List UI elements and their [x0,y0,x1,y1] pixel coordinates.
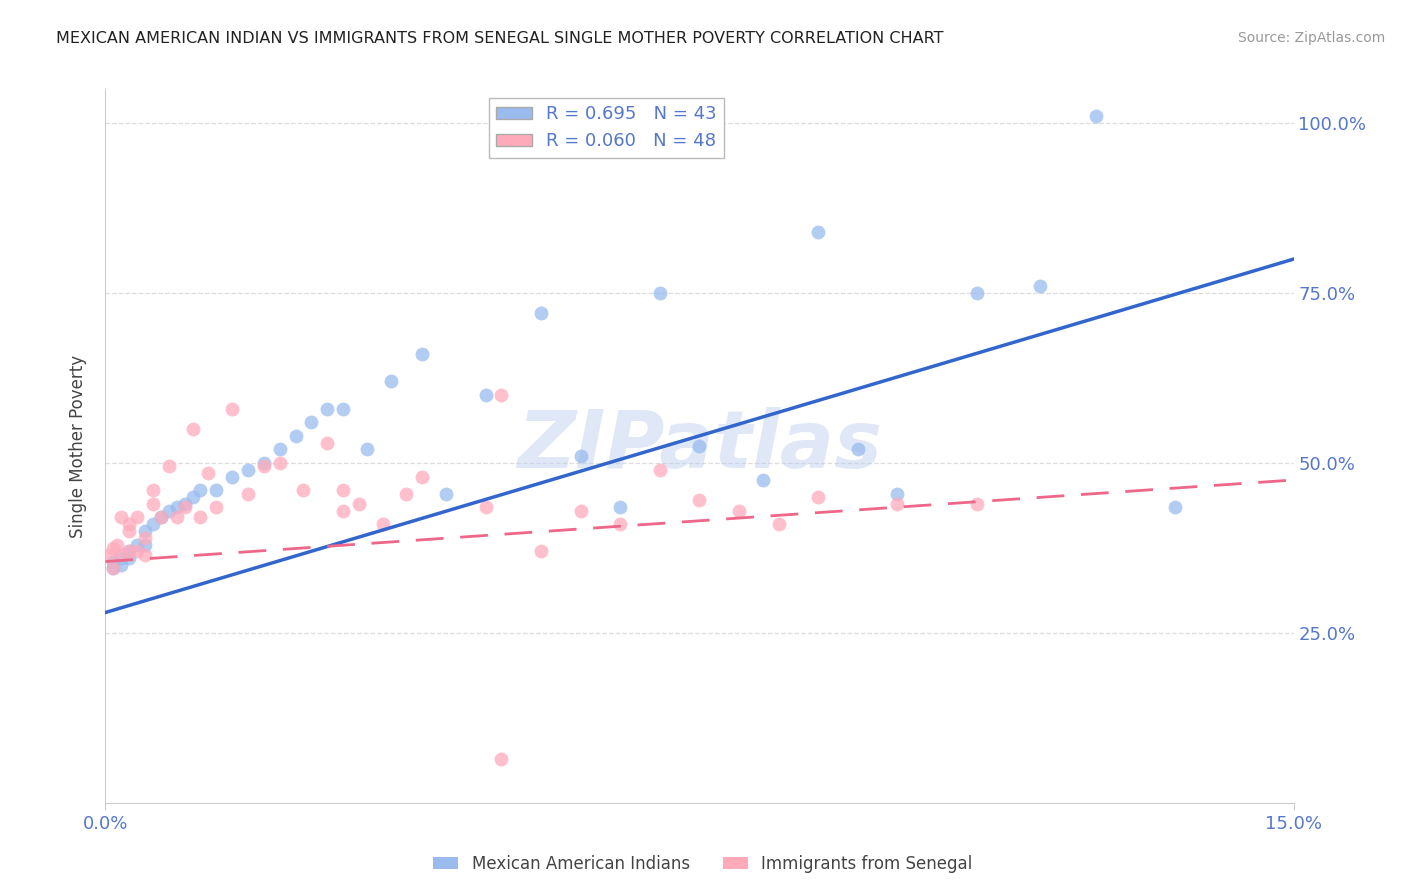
Point [190,510,212,524]
Point [190,483,212,498]
Point [110,551,132,566]
Point [221,401,243,416]
Point [316,435,339,450]
Point [103,541,125,555]
Point [491,751,513,765]
Text: Source: ZipAtlas.com: Source: ZipAtlas.com [1237,31,1385,45]
Point [332,483,354,498]
Point [530,306,553,320]
Point [768,517,790,532]
Text: MEXICAN AMERICAN INDIAN VS IMMIGRANTS FROM SENEGAL SINGLE MOTHER POVERTY CORRELA: MEXICAN AMERICAN INDIAN VS IMMIGRANTS FR… [56,31,943,46]
Point [253,459,276,474]
Point [356,442,378,457]
Point [689,493,711,508]
Point [347,497,370,511]
Point [609,500,631,515]
Point [371,517,394,532]
Point [491,388,513,402]
Point [173,497,195,511]
Point [142,517,165,532]
Point [846,442,869,457]
Point [134,537,156,551]
Point [434,486,457,500]
Point [166,500,188,515]
Point [395,486,418,500]
Point [134,548,156,562]
Point [118,544,141,558]
Point [609,517,631,532]
Point [1164,500,1187,515]
Point [103,561,125,575]
Point [752,473,775,487]
Point [648,286,671,301]
Point [689,439,711,453]
Point [236,486,259,500]
Point [299,415,322,429]
Point [807,225,830,239]
Point [103,561,125,575]
Point [1084,109,1107,123]
Point [569,503,592,517]
Point [530,544,553,558]
Point [269,442,291,457]
Point [886,497,908,511]
Point [134,531,156,545]
Point [157,459,180,474]
Point [181,422,204,436]
Point [253,456,276,470]
Point [110,558,132,572]
Point [205,500,228,515]
Point [103,555,125,569]
Point [886,486,908,500]
Point [197,466,219,480]
Point [411,469,433,483]
Point [118,544,141,558]
Point [134,524,156,538]
Point [127,537,149,551]
Point [569,449,592,463]
Point [332,401,354,416]
Point [728,503,751,517]
Point [110,548,132,562]
Point [966,286,988,301]
Point [807,490,830,504]
Point [411,347,433,361]
Point [236,463,259,477]
Point [474,388,496,402]
Point [221,469,243,483]
Point [474,500,496,515]
Point [142,497,165,511]
Legend: Mexican American Indians, Immigrants from Senegal: Mexican American Indians, Immigrants fro… [426,848,980,880]
Point [118,551,141,566]
Point [166,510,188,524]
Point [127,544,149,558]
Y-axis label: Single Mother Poverty: Single Mother Poverty [69,354,87,538]
Point [149,510,172,524]
Point [118,524,141,538]
Point [380,375,402,389]
Point [181,490,204,504]
Point [173,500,195,515]
Text: ZIPatlas: ZIPatlas [517,407,882,485]
Point [1029,279,1052,293]
Point [966,497,988,511]
Point [110,510,132,524]
Point [292,483,315,498]
Point [105,537,128,551]
Point [142,483,165,498]
Point [98,548,121,562]
Point [284,429,307,443]
Point [648,463,671,477]
Point [118,517,141,532]
Point [332,503,354,517]
Point [269,456,291,470]
Point [205,483,228,498]
Point [316,401,339,416]
Point [149,510,172,524]
Legend: R = 0.695   N = 43, R = 0.060   N = 48: R = 0.695 N = 43, R = 0.060 N = 48 [489,98,724,158]
Point [127,510,149,524]
Point [157,503,180,517]
